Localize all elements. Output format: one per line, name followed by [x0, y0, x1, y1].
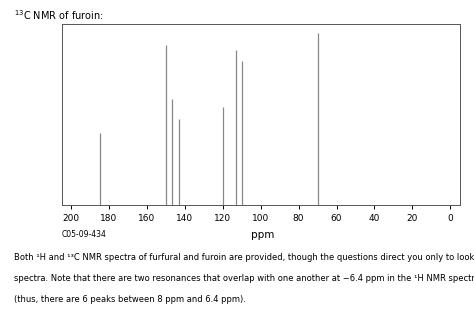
Text: spectra. Note that there are two resonances that overlap with one another at −6.: spectra. Note that there are two resonan… [14, 274, 474, 283]
Text: Both ¹H and ¹³C NMR spectra of furfural and furoin are provided, though the ques: Both ¹H and ¹³C NMR spectra of furfural … [14, 253, 474, 262]
Text: (thus, there are 6 peaks between 8 ppm and 6.4 ppm).: (thus, there are 6 peaks between 8 ppm a… [14, 295, 246, 304]
Text: C05-09-434: C05-09-434 [62, 230, 107, 239]
Text: ppm: ppm [251, 230, 275, 240]
Text: $^{13}$C NMR of furoin:: $^{13}$C NMR of furoin: [14, 8, 104, 22]
